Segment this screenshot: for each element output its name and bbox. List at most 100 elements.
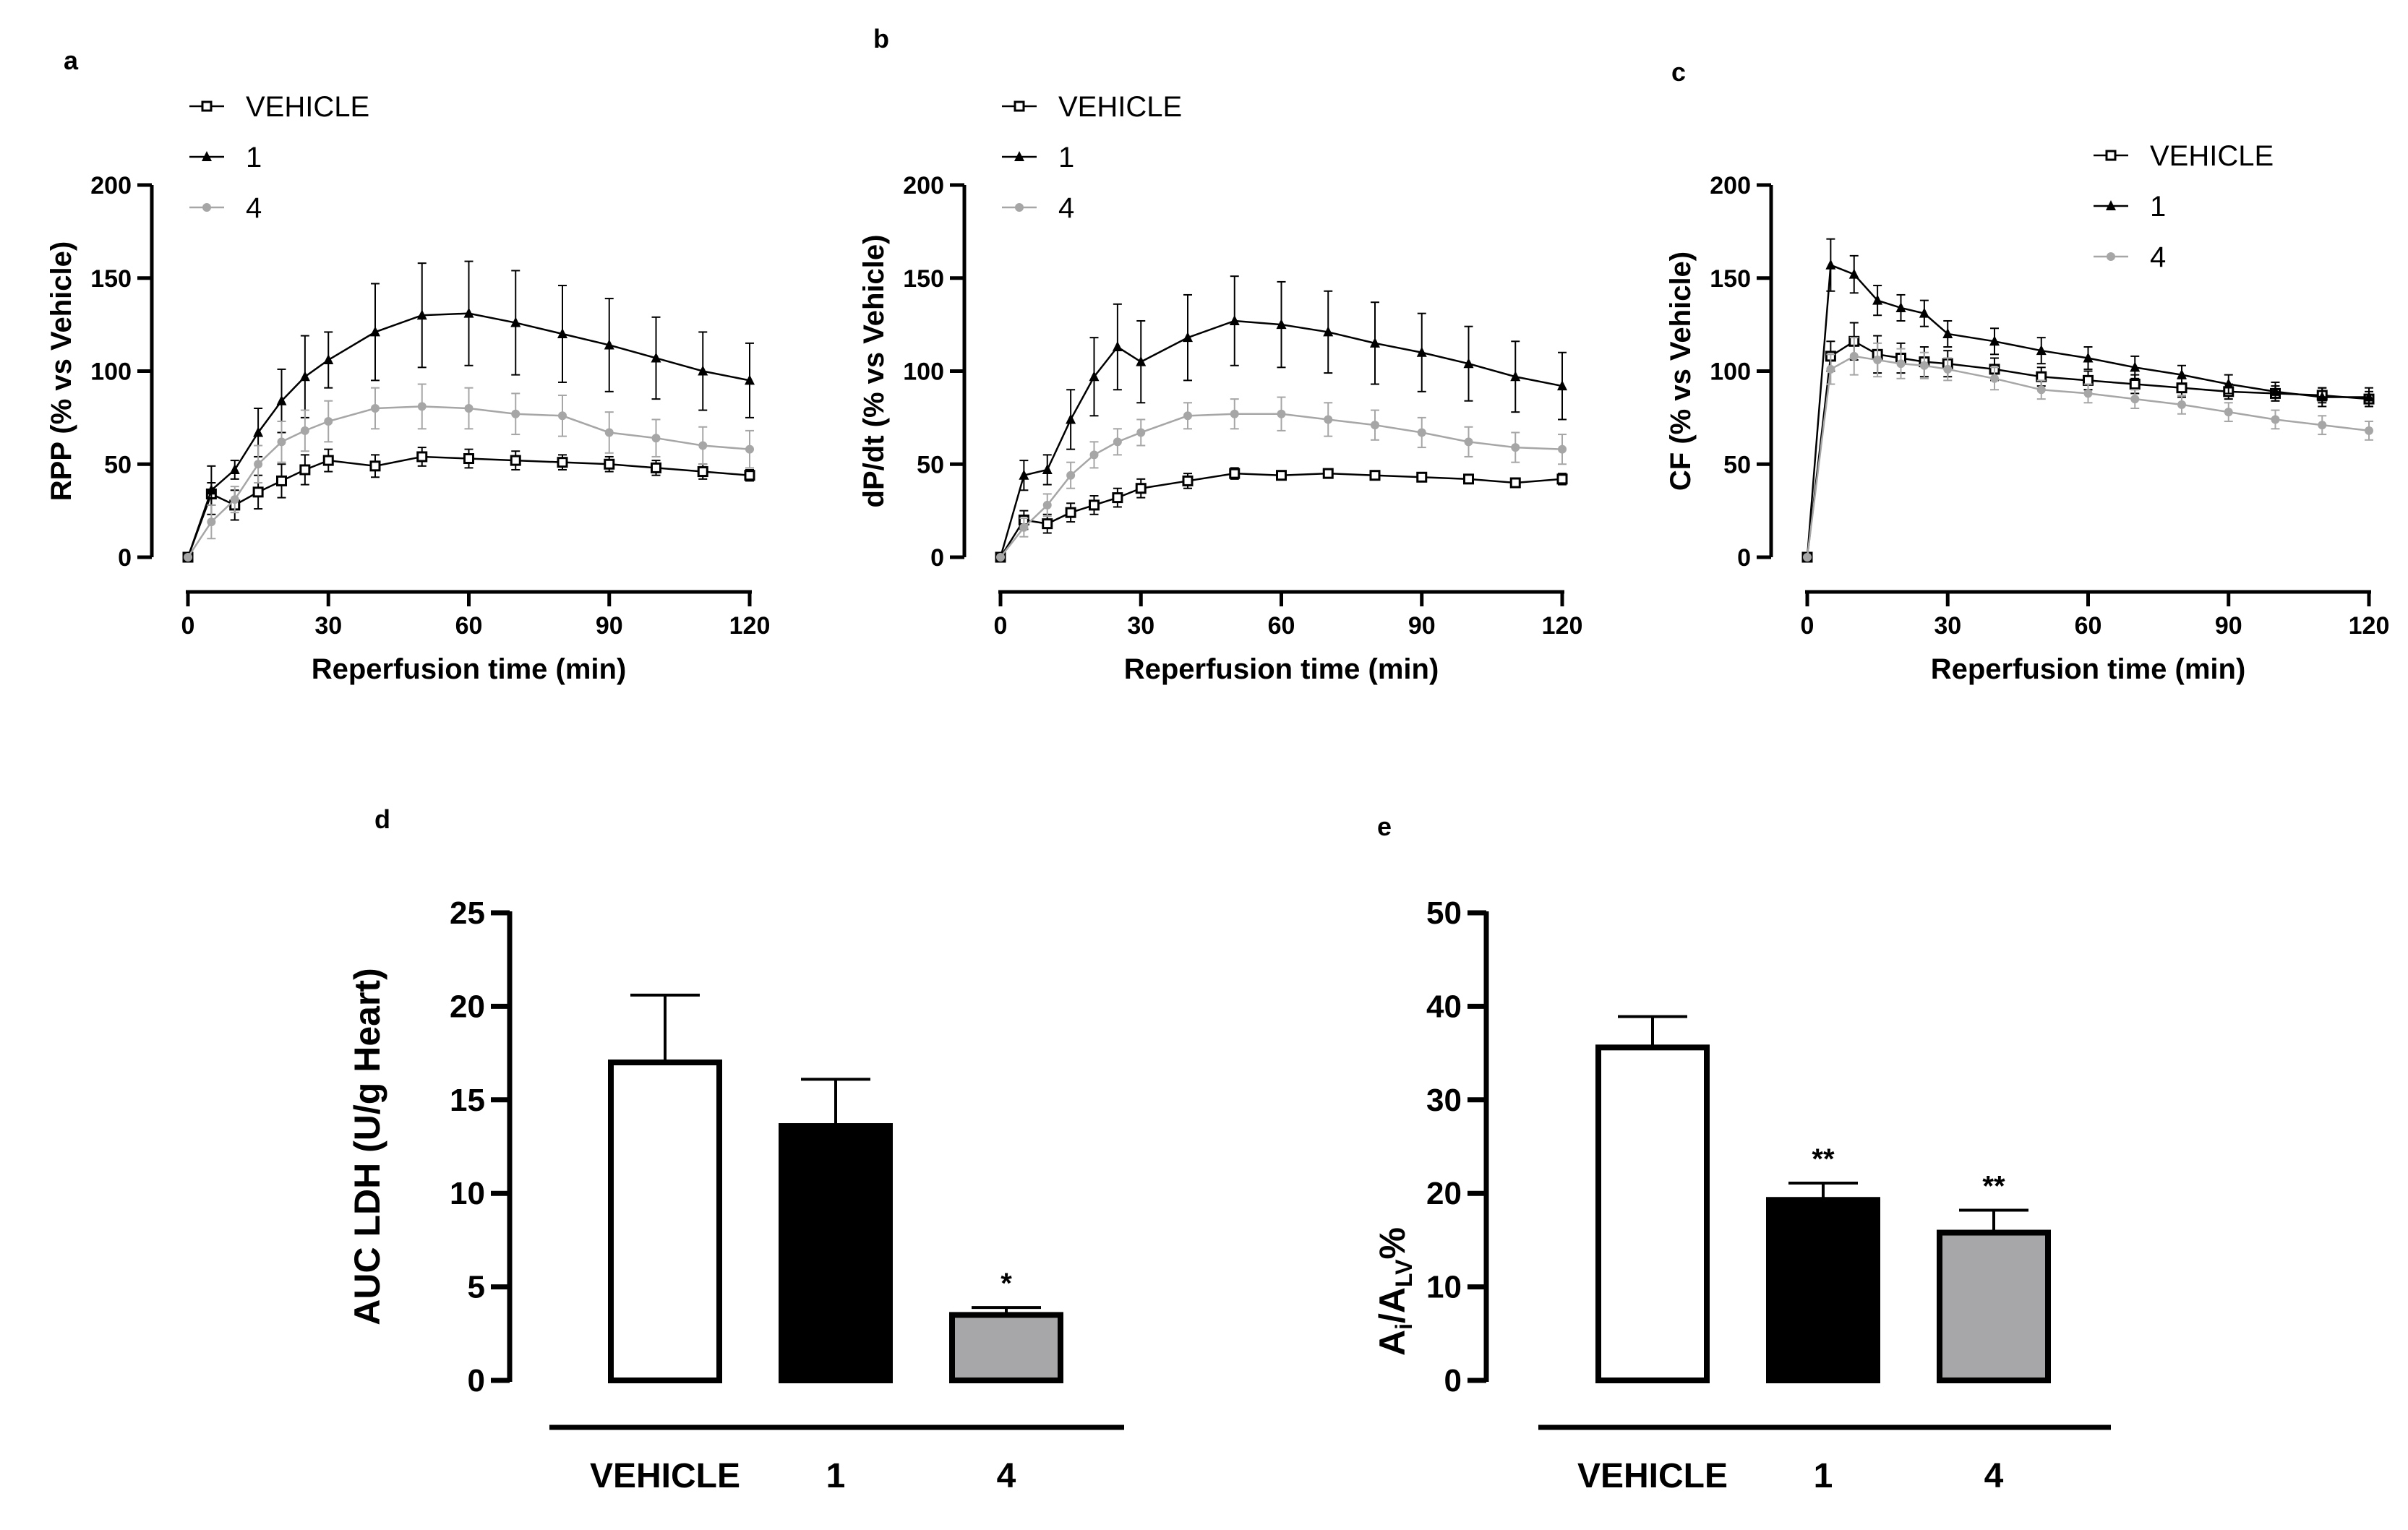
data-point-c (2364, 391, 2374, 402)
y-tick-label-a: 150 (90, 265, 132, 293)
data-point-c (1826, 364, 1835, 374)
legend-label-c: 4 (2150, 241, 2166, 273)
data-point-b (1324, 415, 1333, 424)
data-point-c (1919, 361, 1929, 370)
data-point-b (996, 553, 1005, 562)
y-tick-label-c: 0 (1737, 544, 1751, 572)
data-point-b (1066, 470, 1076, 480)
data-point-b (1089, 450, 1099, 460)
data-point-a (323, 354, 334, 365)
y-axis-label-b: dP/dt (% vs Vehicle) (858, 235, 890, 508)
series-c-4 (1803, 337, 2373, 562)
legend-label-b: 1 (1058, 142, 1074, 173)
data-point-c (1989, 335, 2000, 346)
legend-label-b: 4 (1058, 192, 1074, 224)
data-point-b (1112, 341, 1123, 352)
y-axis-label-c: CF (% vs Vehicle) (1665, 252, 1697, 491)
y-axis-label-d: AUC LDH (U/g Heart) (347, 968, 387, 1325)
panel-letter-b: b (873, 24, 889, 53)
y-axis-label-e: Ai/ALV% (1372, 1227, 1417, 1356)
data-point-a (300, 426, 309, 435)
data-point-a (604, 339, 614, 350)
data-point-a (745, 444, 754, 454)
data-point-c (1872, 294, 1883, 305)
legend-marker-c (2107, 252, 2115, 261)
y-tick-label-e: 30 (1426, 1083, 1462, 1118)
data-point-c (2083, 352, 2094, 363)
data-point-b (1230, 409, 1239, 418)
data-point-a (299, 371, 310, 382)
data-point-b (1019, 523, 1029, 532)
y-tick-label-e: 50 (1426, 895, 1462, 931)
bar-e-4 (1937, 1229, 2051, 1383)
y-tick-label-c: 150 (1710, 265, 1751, 293)
data-point-c (1943, 364, 1953, 374)
data-point-a (697, 466, 708, 478)
legend-label-a: 4 (246, 192, 262, 224)
data-point-b (1369, 470, 1381, 481)
data-point-b (1416, 471, 1428, 483)
legend-label-c: 1 (2150, 191, 2166, 223)
data-point-a (604, 428, 614, 437)
data-point-b (1464, 437, 1473, 447)
data-point-b (1112, 492, 1123, 504)
bar-d-4 (949, 1312, 1063, 1384)
data-point-a (651, 352, 661, 363)
line-chart-cf: 0 50 100 150 200 0 30 60 90 120 Reperfusion time (… (1665, 140, 2389, 685)
data-point-c (1849, 351, 1859, 361)
x-tick-label-c: 0 (1801, 612, 1814, 640)
data-point-a (276, 475, 287, 486)
series-line-c (1806, 340, 2370, 558)
data-point-a (371, 404, 380, 413)
y-tick-label-d: 5 (468, 1270, 485, 1305)
series-line-b (1000, 413, 1563, 558)
y-tick-label-c: 50 (1723, 451, 1751, 478)
data-point-b (1322, 468, 1334, 479)
x-axis-label-c: Reperfusion time (min) (1931, 653, 2246, 685)
data-point-c (2130, 395, 2140, 404)
data-point-a (230, 495, 239, 504)
series-line-b (999, 472, 1563, 558)
data-point-b (1463, 473, 1474, 485)
data-point-b (1019, 469, 1029, 480)
bar-e-VEHICLE (1595, 1044, 1710, 1384)
data-point-c (2177, 400, 2186, 409)
data-point-c (2318, 421, 2327, 430)
data-point-a (464, 404, 474, 413)
x-tick-label-a: 0 (181, 612, 195, 640)
x-axis-label-a: Reperfusion time (min) (312, 653, 627, 685)
series-line-a (187, 455, 750, 558)
data-point-a (253, 426, 264, 437)
data-point-a (558, 411, 567, 421)
data-point-a (322, 455, 334, 466)
x-tick-label-b: 120 (1542, 612, 1583, 640)
x-tick-label-c: 30 (1934, 612, 1961, 640)
data-point-b (1229, 314, 1240, 325)
data-point-b (1135, 483, 1147, 494)
x-tick-label-a: 60 (455, 612, 483, 640)
significance-label-e: ** (1812, 1143, 1835, 1175)
data-point-a (207, 517, 216, 527)
y-tick-label-b: 0 (930, 544, 944, 572)
data-point-b (1183, 411, 1192, 421)
y-tick-label-a: 50 (104, 451, 132, 478)
data-point-c (2365, 426, 2373, 435)
series-line-a (187, 405, 750, 558)
legend-label-a: VEHICLE (246, 91, 369, 123)
data-point-a (277, 437, 286, 447)
data-point-b (1556, 473, 1568, 485)
y-tick-label-a: 100 (90, 358, 132, 386)
bar-chart-ldh: 0 5 10 15 20 25 AUC LDH (U/g Heart) VEHICLE 1 4 * (347, 895, 1124, 1495)
data-point-a (510, 317, 521, 327)
data-point-a (416, 451, 428, 463)
x-tick-label-a: 120 (729, 612, 771, 640)
data-point-a (651, 434, 661, 443)
x-tick-label-b: 60 (1268, 612, 1295, 640)
data-point-b (1371, 421, 1379, 430)
data-point-b (1509, 477, 1521, 489)
data-point-a (416, 309, 427, 320)
data-point-b (1089, 499, 1100, 511)
data-point-c (1848, 268, 1859, 279)
series-line-c (1806, 263, 2369, 558)
